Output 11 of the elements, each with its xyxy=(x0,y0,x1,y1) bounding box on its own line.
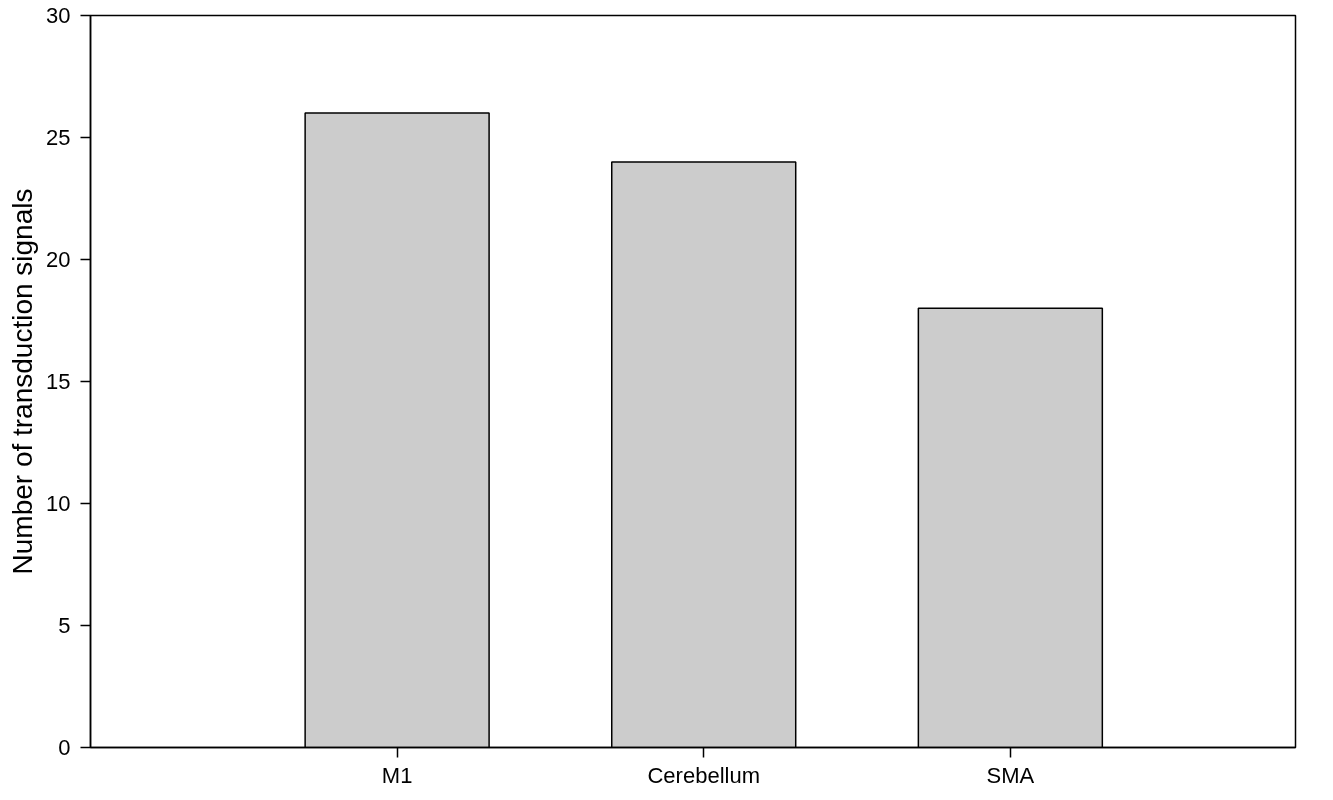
y-tick-label: 20 xyxy=(46,247,71,272)
x-tick-label: Cerebellum xyxy=(647,762,760,788)
y-tick-label: 30 xyxy=(46,3,71,28)
y-tick-label: 0 xyxy=(58,735,71,760)
x-tick-label: M1 xyxy=(381,762,413,788)
y-tick-label: 15 xyxy=(46,369,71,394)
y-tick-label: 25 xyxy=(46,125,71,150)
y-tick-label: 5 xyxy=(58,613,71,638)
y-tick-label: 10 xyxy=(46,491,71,516)
x-tick-label: SMA xyxy=(986,762,1035,788)
y-axis-title: Number of transduction signals xyxy=(7,188,39,575)
